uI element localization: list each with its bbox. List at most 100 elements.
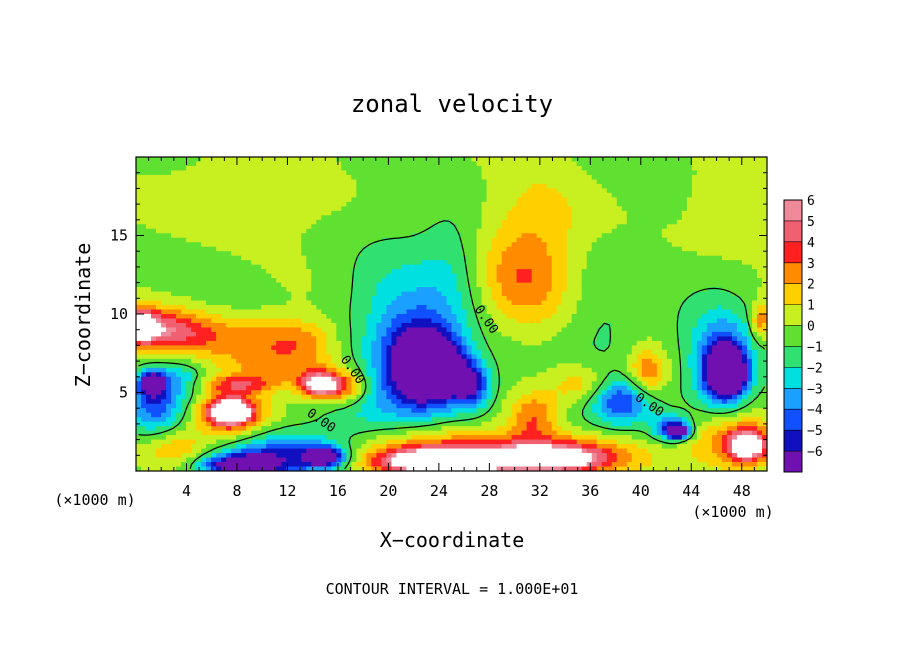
heat-cell: [186, 174, 192, 181]
heat-cell: [311, 197, 317, 203]
heat-cell: [371, 201, 377, 207]
heat-cell: [591, 201, 598, 207]
heat-cell: [541, 251, 548, 257]
heat-cell: [266, 179, 272, 185]
heat-cell: [706, 269, 713, 275]
heat-cell: [491, 282, 498, 288]
heat-cell: [401, 161, 408, 167]
heat-cell: [226, 157, 232, 163]
heat-cell: [171, 260, 177, 266]
heat-cell: [146, 309, 152, 315]
heat-cell: [376, 309, 382, 315]
heat-cell: [336, 233, 342, 239]
heat-cell: [686, 174, 693, 181]
heat-cell: [526, 157, 533, 163]
heat-cell: [681, 322, 688, 329]
heat-cell: [626, 224, 633, 230]
heat-cell: [311, 273, 317, 279]
heat-cell: [696, 174, 703, 181]
heat-cell: [256, 233, 262, 239]
heat-cell: [706, 224, 713, 230]
heat-cell: [216, 165, 222, 172]
heat-cell: [561, 282, 568, 288]
heat-cell: [466, 179, 473, 185]
heat-cell: [486, 327, 493, 333]
heat-cell: [456, 331, 463, 338]
heat-cell: [731, 224, 738, 230]
heat-cell: [326, 161, 332, 167]
heat-cell: [551, 188, 558, 194]
heat-cell: [316, 183, 322, 189]
heat-cell: [176, 165, 182, 172]
heat-cell: [626, 282, 633, 288]
heat-cell: [461, 309, 468, 315]
heat-cell: [256, 273, 262, 279]
heat-cell: [541, 206, 548, 212]
heat-cell: [271, 314, 277, 320]
heat-cell: [341, 201, 347, 207]
heat-cell: [261, 314, 267, 320]
heat-cell: [206, 282, 212, 288]
heat-cell: [566, 157, 573, 163]
heat-cell: [736, 197, 743, 203]
heat-cell: [426, 246, 433, 252]
heat-cell: [626, 309, 633, 315]
heat-cell: [326, 215, 332, 221]
heat-cell: [691, 224, 698, 230]
heat-cell: [241, 318, 247, 324]
heat-cell: [761, 188, 767, 194]
heat-cell: [686, 188, 693, 194]
heat-cell: [681, 188, 688, 194]
heat-cell: [486, 197, 493, 203]
heat-cell: [446, 233, 453, 239]
heat-cell: [456, 278, 463, 284]
heat-cell: [546, 314, 553, 320]
heat-cell: [181, 305, 187, 311]
heat-cell: [416, 273, 423, 279]
heat-cell: [241, 300, 247, 306]
heat-cell: [491, 242, 498, 248]
heat-cell: [481, 300, 488, 306]
heat-cell: [606, 188, 613, 194]
heat-cell: [756, 237, 763, 243]
heat-cell: [246, 206, 252, 212]
heat-cell: [141, 165, 147, 172]
heat-cell: [296, 233, 302, 239]
heat-cell: [731, 179, 738, 185]
heat-cell: [306, 269, 312, 275]
heat-cell: [141, 179, 147, 185]
heat-cell: [591, 188, 598, 194]
heat-cell: [676, 219, 683, 225]
heat-cell: [546, 183, 553, 189]
heat-cell: [356, 165, 362, 172]
heat-cell: [416, 260, 423, 266]
heat-cell: [636, 165, 643, 172]
heat-cell: [136, 260, 142, 266]
heat-cell: [136, 309, 142, 315]
heat-cell: [666, 269, 673, 275]
heat-cell: [366, 237, 372, 243]
heat-cell: [571, 228, 578, 234]
heat-cell: [666, 318, 673, 324]
heat-cell: [651, 188, 658, 194]
heat-cell: [501, 197, 508, 203]
heat-cell: [266, 170, 272, 176]
heat-cell: [191, 255, 197, 261]
heat-cell: [516, 224, 523, 230]
heat-cell: [601, 251, 608, 257]
heat-cell: [601, 260, 608, 266]
heat-cell: [676, 322, 683, 329]
heat-cell: [631, 305, 638, 311]
heat-cell: [561, 318, 568, 324]
heat-cell: [396, 201, 403, 207]
heat-cell: [576, 183, 583, 189]
heat-cell: [711, 197, 718, 203]
heat-cell: [266, 246, 272, 252]
heat-cell: [361, 300, 367, 306]
heat-cell: [611, 188, 618, 194]
heat-cell: [286, 201, 292, 207]
heat-cell: [281, 305, 287, 311]
heat-cell: [471, 228, 478, 234]
heat-cell: [736, 291, 743, 297]
heat-cell: [391, 157, 398, 163]
